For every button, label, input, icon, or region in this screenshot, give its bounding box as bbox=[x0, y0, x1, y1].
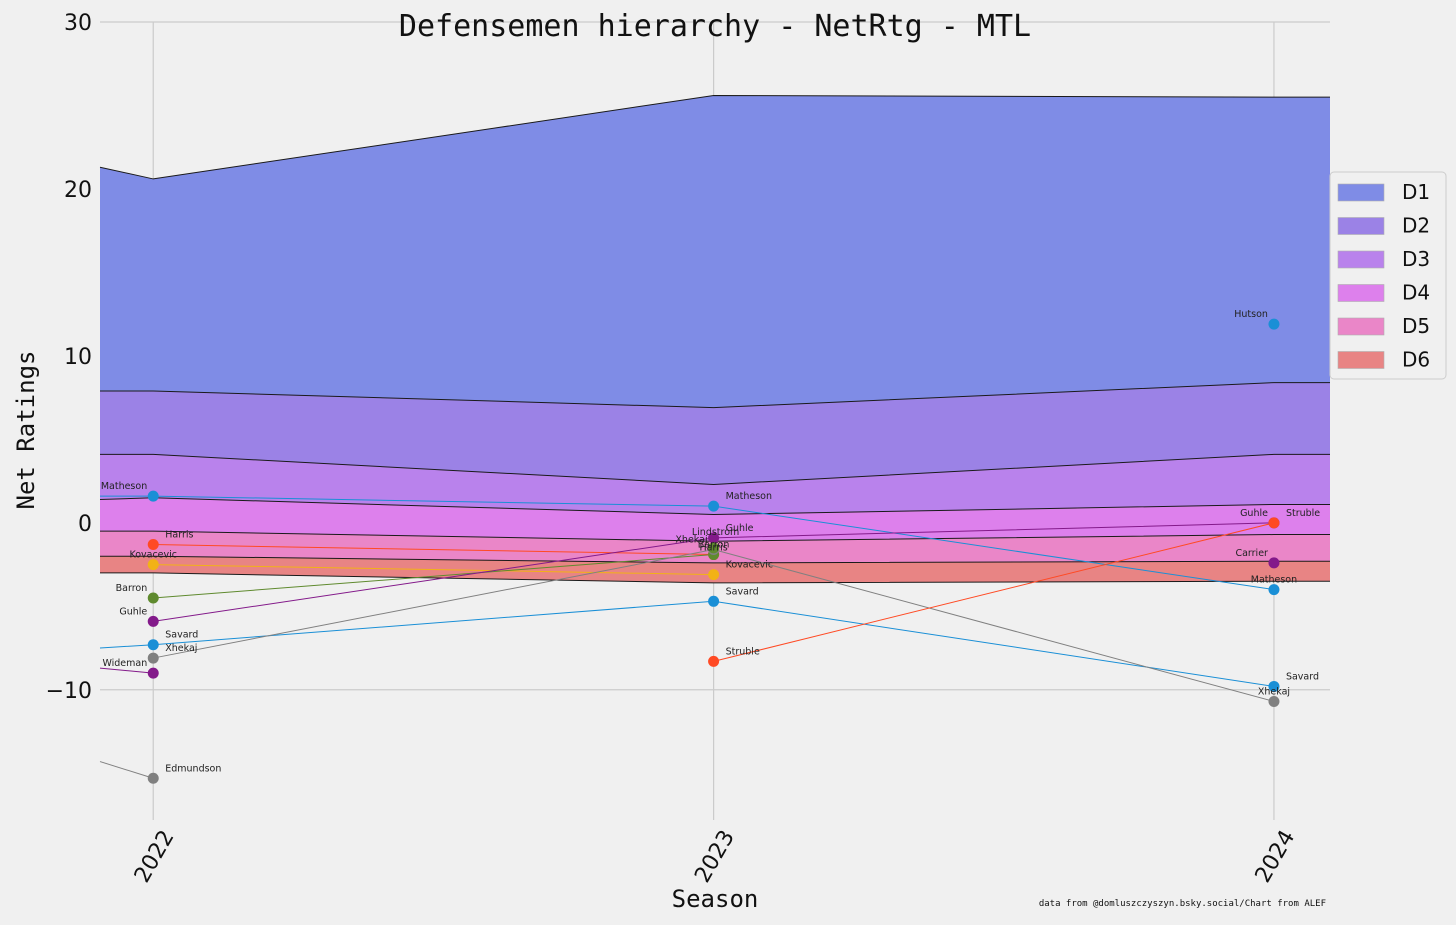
label-struble-2024: Struble bbox=[1286, 508, 1320, 519]
point-lindstrom-2023 bbox=[708, 542, 720, 554]
point-hutson-2024 bbox=[1268, 318, 1280, 330]
line-kovacevic bbox=[153, 564, 714, 576]
point-matheson-2024 bbox=[1268, 584, 1280, 596]
point-savard-2024 bbox=[1268, 680, 1280, 692]
label-kovacevic-2022: Kovacevic bbox=[129, 550, 177, 561]
legend-swatch-d3 bbox=[1337, 250, 1385, 269]
point-wideman-2022 bbox=[147, 667, 159, 679]
chart-title: Defensemen hierarchy - NetRtg - MTL bbox=[399, 9, 1031, 44]
label-xhekaj-2022: Xhekaj bbox=[165, 643, 197, 654]
label-hutson-2024: Hutson bbox=[1234, 309, 1268, 320]
player-points bbox=[147, 318, 1280, 784]
area-d2 bbox=[100, 382, 1330, 485]
label-savard-2024: Savard bbox=[1286, 671, 1319, 682]
legend-label-d4: D4 bbox=[1402, 281, 1430, 305]
y-tick-label: 10 bbox=[64, 345, 92, 370]
line-struble bbox=[713, 522, 1275, 662]
point-savard-2022 bbox=[147, 639, 159, 651]
point-matheson-2023 bbox=[708, 500, 720, 512]
label-matheson-2023: Matheson bbox=[726, 491, 772, 502]
line-savard bbox=[99, 600, 1275, 687]
point-guhle-2022 bbox=[147, 615, 159, 627]
boundary-d2 bbox=[100, 382, 1330, 409]
legend-label-d1: D1 bbox=[1402, 180, 1430, 204]
label-guhle-2024: Guhle bbox=[1240, 508, 1268, 519]
y-tick-label: 0 bbox=[78, 512, 92, 537]
label-xhekaj-2024: Xhekaj bbox=[1258, 686, 1290, 697]
point-xhekaj-2022 bbox=[147, 652, 159, 664]
label-harris-2022: Harris bbox=[165, 530, 193, 541]
legend-label-d3: D3 bbox=[1402, 247, 1430, 271]
point-guhle-2023 bbox=[708, 532, 720, 544]
point-kovacevic-2023 bbox=[708, 569, 720, 581]
point-kovacevic-2022 bbox=[147, 559, 159, 571]
legend-swatch-d1 bbox=[1337, 183, 1385, 202]
point-xhekaj-2024 bbox=[1268, 695, 1280, 707]
label-edmundson-2022: Edmundson bbox=[165, 763, 221, 774]
credit-text: data from @domluszczyszyn.bsky.social/Ch… bbox=[1039, 899, 1326, 909]
point-matheson-2022 bbox=[147, 490, 159, 502]
area-d1 bbox=[100, 95, 1330, 408]
boundary-d1 bbox=[99, 94, 1330, 180]
label-kovacevic-2023: Kovacevic bbox=[726, 560, 774, 571]
x-axis-label: Season bbox=[672, 885, 759, 913]
label-matheson-2022: Matheson bbox=[101, 481, 147, 492]
legend-swatch-d6 bbox=[1337, 351, 1385, 369]
label-lindstrom-2023: Lindstrom bbox=[692, 527, 739, 538]
player-labels: Matheson Matheson Matheson Harris Harris Kova… bbox=[101, 309, 1320, 774]
point-carrier-2024 bbox=[1268, 557, 1280, 569]
legend-label-d6: D6 bbox=[1402, 348, 1430, 372]
label-guhle-2022: Guhle bbox=[119, 606, 147, 617]
label-xhekaj-2023: Xhekaj bbox=[675, 535, 707, 546]
area-d4 bbox=[100, 497, 1330, 542]
label-wideman-2022: Wideman bbox=[102, 658, 147, 669]
line-matheson bbox=[100, 495, 1275, 591]
label-barron-2023: Barron bbox=[698, 540, 730, 551]
legend-swatch-d5 bbox=[1337, 317, 1385, 336]
legend-label-d5: D5 bbox=[1402, 314, 1430, 338]
label-harris-2023: Harris bbox=[699, 543, 727, 554]
line-edmundson bbox=[99, 761, 154, 779]
tier-areas bbox=[99, 94, 1330, 584]
boundary-floor bbox=[100, 572, 1330, 584]
boundary-d3 bbox=[100, 453, 1330, 485]
label-savard-2023: Savard bbox=[726, 586, 759, 597]
line-wideman bbox=[99, 667, 154, 674]
label-savard-2022: Savard bbox=[165, 630, 198, 641]
point-edmundson-2022 bbox=[147, 772, 159, 784]
legend-swatch-d4 bbox=[1337, 284, 1385, 302]
point-struble-2024 bbox=[1268, 517, 1280, 529]
legend-label-d2: D2 bbox=[1402, 214, 1430, 238]
y-tick-label: 20 bbox=[64, 178, 92, 203]
point-struble-2023 bbox=[708, 655, 720, 667]
label-guhle-2023: Guhle bbox=[726, 523, 754, 534]
point-barron-2022 bbox=[147, 592, 159, 604]
legend-swatch-d2 bbox=[1337, 217, 1385, 235]
point-savard-2023 bbox=[708, 595, 720, 607]
y-axis-label: Net Ratings bbox=[12, 351, 40, 510]
line-harris bbox=[153, 544, 714, 556]
label-carrier-2024: Carrier bbox=[1235, 548, 1268, 559]
label-struble-2023: Struble bbox=[726, 646, 760, 657]
point-harris-2022 bbox=[147, 539, 159, 551]
boundary-d6 bbox=[100, 555, 1330, 564]
label-matheson-2024: Matheson bbox=[1251, 575, 1297, 586]
y-tick-label: −10 bbox=[46, 679, 92, 704]
label-barron-2022: Barron bbox=[116, 583, 148, 594]
line-barron bbox=[153, 554, 714, 599]
boundary-d4 bbox=[99, 497, 1330, 515]
y-tick-label: 30 bbox=[64, 11, 92, 36]
legend: D1 D2 D3 D4 D5 D6 bbox=[1329, 171, 1447, 380]
